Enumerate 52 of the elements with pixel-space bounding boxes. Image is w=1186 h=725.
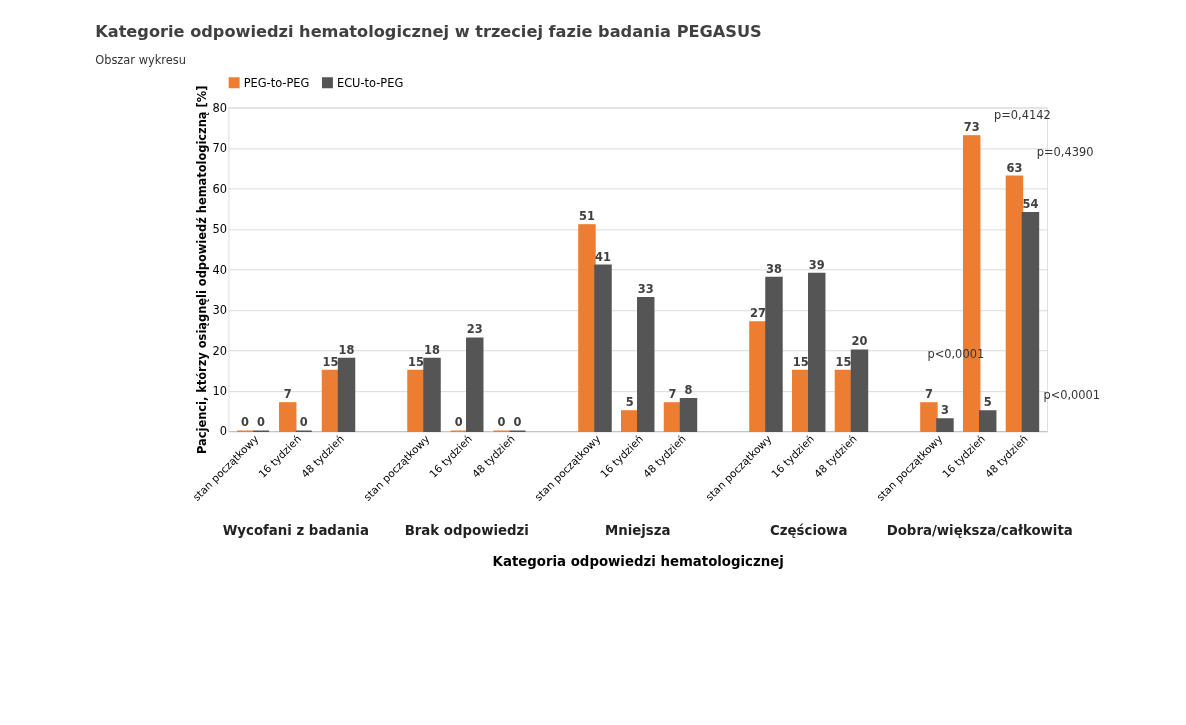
data-label: 15 (408, 354, 424, 369)
data-label: 0 (513, 415, 522, 430)
y-tick-label: 60 (212, 181, 228, 196)
y-tick-label: 70 (212, 141, 228, 156)
data-label: 7 (924, 387, 933, 402)
annotation: p<0,0001 (1043, 387, 1101, 402)
data-label: 0 (299, 415, 308, 430)
data-label: 0 (241, 415, 250, 430)
data-label: 63 (1006, 160, 1023, 175)
y-tick-label: 40 (212, 262, 228, 277)
text: Obszar wykresu (95, 52, 186, 67)
y-tick-label: 80 (212, 100, 228, 115)
text: Wycofani z badania (222, 522, 369, 538)
legend-label: PEG-to-PEG (243, 75, 310, 90)
data-label: 27 (750, 306, 766, 321)
y-tick-label: 10 (212, 383, 228, 398)
data-label: 0 (454, 415, 463, 430)
chart-title: Kategorie odpowiedzi hematologicznej w trzeciej fazie badania PEGASUS (95, 22, 762, 42)
text: Mniejsza (604, 522, 671, 538)
data-label: 0 (497, 415, 506, 430)
text: Dobra/większa/całkowita (886, 522, 1073, 538)
data-label: 5 (983, 395, 992, 410)
data-label: 7 (668, 387, 677, 402)
data-label: 23 (466, 322, 483, 337)
data-label: 20 (851, 334, 868, 349)
data-label: 73 (963, 120, 980, 135)
legend-label: ECU-to-PEG (336, 75, 404, 90)
x-axis-title: Kategoria odpowiedzi hematologicznej (492, 553, 784, 569)
data-label: 15 (792, 354, 809, 369)
data-label: 7 (283, 387, 292, 402)
annotation: p=0,4390 (1036, 144, 1094, 159)
y-tick-label: 50 (212, 222, 228, 237)
y-axis-title: Pacjenci, którzy osiągnęli odpowiedź hematologiczną [%] (194, 85, 209, 455)
text: Częściowa (770, 522, 848, 538)
y-tick-label: 0 (219, 424, 228, 439)
data-label: 15 (322, 354, 339, 369)
data-label: 18 (424, 342, 441, 357)
data-label: 15 (835, 354, 852, 369)
data-label: 51 (579, 209, 595, 224)
data-label: 38 (766, 261, 782, 276)
annotation: p=0,4142 (993, 108, 1051, 123)
data-label: 8 (684, 383, 693, 398)
data-label: 0 (257, 415, 266, 430)
data-label: 39 (808, 257, 825, 272)
data-label: 33 (637, 281, 654, 296)
data-label: 18 (338, 342, 355, 357)
data-label: 54 (1022, 196, 1039, 211)
text: Brak odpowiedzi (404, 522, 529, 538)
y-tick-label: 20 (212, 343, 228, 358)
data-label: 5 (625, 395, 634, 410)
data-label: 3 (941, 403, 950, 418)
y-tick-label: 30 (212, 303, 228, 318)
